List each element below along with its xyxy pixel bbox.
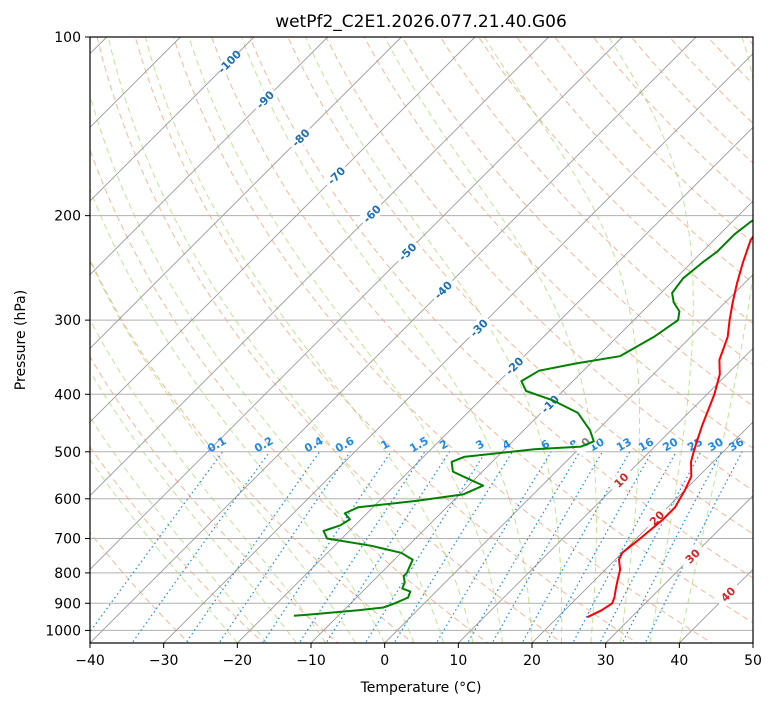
y-tick-label: 400 bbox=[54, 387, 81, 403]
x-tick-label: −20 bbox=[223, 653, 253, 669]
y-tick-label: 100 bbox=[54, 30, 81, 46]
y-tick-label: 1000 bbox=[45, 623, 81, 639]
y-tick-label: 800 bbox=[54, 566, 81, 582]
y-tick-label: 900 bbox=[54, 596, 81, 612]
x-tick-label: −30 bbox=[149, 653, 179, 669]
x-tick-label: 50 bbox=[744, 653, 762, 669]
x-tick-label: 20 bbox=[523, 653, 541, 669]
y-tick-label: 300 bbox=[54, 313, 81, 329]
chart-title: wetPf2_C2E1.2026.077.21.40.G06 bbox=[275, 12, 567, 32]
y-tick-label: 600 bbox=[54, 492, 81, 508]
x-tick-label: −40 bbox=[75, 653, 105, 669]
x-axis-label: Temperature (°C) bbox=[360, 680, 482, 696]
x-tick-label: −10 bbox=[296, 653, 326, 669]
x-tick-label: 10 bbox=[449, 653, 467, 669]
y-tick-label: 500 bbox=[54, 445, 81, 461]
x-tick-label: 30 bbox=[597, 653, 615, 669]
y-tick-label: 700 bbox=[54, 532, 81, 548]
x-tick-label: 40 bbox=[670, 653, 688, 669]
y-tick-label: 200 bbox=[54, 209, 81, 225]
y-axis-label: Pressure (hPa) bbox=[13, 290, 29, 390]
x-tick-label: 0 bbox=[380, 653, 389, 669]
